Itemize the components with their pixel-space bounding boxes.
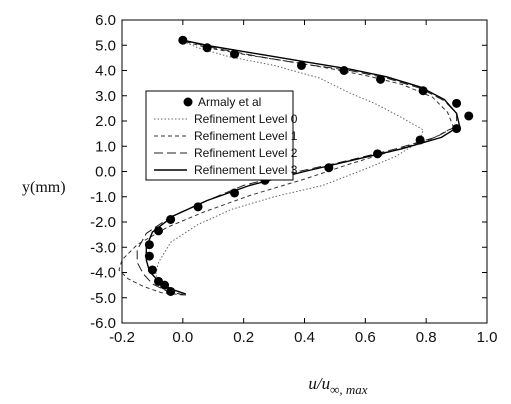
armaly-data-point: [144, 251, 154, 261]
y-tick-label: -2.0: [90, 214, 116, 231]
x-axis-label: u/u∞, max: [308, 374, 367, 397]
y-tick-label: -1.0: [90, 189, 116, 206]
armaly-data-point: [202, 43, 212, 53]
y-tick-label: 2.0: [95, 113, 116, 130]
series-line-short-dash: [118, 39, 455, 296]
armaly-data-point: [339, 66, 349, 75]
x-tick-label: 0.4: [294, 329, 315, 346]
armaly-data-point: [193, 202, 203, 212]
y-tick-label: -4.0: [90, 265, 116, 282]
legend-label-level-3: Refinement Level 3: [194, 163, 298, 177]
armaly-data-point: [166, 286, 176, 296]
y-tick-label: -5.0: [90, 290, 116, 307]
x-tick-label: 1.0: [477, 329, 498, 346]
armaly-data-point: [230, 49, 240, 59]
legend-label-armaly: Armaly et al: [198, 95, 261, 109]
armaly-data-point: [230, 188, 240, 198]
armaly-data-point: [415, 135, 425, 145]
axis-ticks: -6.0 -5.0 -4.0 -3.0 -2.0 -1.0 0.0 1.0 2.0 3.0 4.0 5…: [90, 12, 497, 346]
x-tick-label: 0.6: [355, 329, 376, 346]
legend-marker-armaly: [183, 97, 193, 107]
legend: Armaly et al Refinement Level 0 Refineme…: [145, 90, 298, 181]
armaly-data-point: [166, 214, 176, 224]
y-tick-label: -6.0: [90, 315, 116, 332]
armaly-data-point: [373, 149, 382, 159]
y-tick-label: 6.0: [95, 12, 116, 29]
y-axis-label: y(mm): [22, 179, 66, 196]
legend-label-level-2: Refinement Level 2: [194, 146, 298, 160]
x-tick-label: 0.2: [233, 329, 254, 346]
x-tick-label: -0.2: [109, 329, 135, 346]
armaly-data-point: [147, 265, 157, 275]
armaly-data-point: [418, 86, 428, 96]
x-axis-label-main: u/u: [308, 374, 330, 393]
y-tick-label: -3.0: [90, 239, 116, 256]
legend-label-level-0: Refinement Level 0: [194, 112, 298, 126]
x-tick-label: 0.8: [416, 329, 437, 346]
y-tick-label: 4.0: [95, 63, 116, 80]
y-tick-label: 0.0: [95, 164, 116, 181]
x-tick-label: 0.0: [172, 329, 193, 346]
data-markers: [144, 35, 474, 296]
armaly-data-point: [452, 124, 462, 134]
armaly-data-point: [464, 111, 474, 121]
y-tick-label: 3.0: [95, 88, 116, 105]
armaly-data-point: [324, 163, 334, 173]
legend-label-level-1: Refinement Level 1: [194, 129, 298, 143]
armaly-data-point: [296, 60, 306, 70]
armaly-data-point: [160, 280, 170, 290]
armaly-data-point: [154, 226, 163, 236]
armaly-data-point: [376, 74, 386, 84]
y-tick-label: 1.0: [95, 138, 116, 155]
armaly-data-point: [452, 98, 462, 108]
armaly-data-point: [178, 35, 188, 45]
armaly-data-point: [144, 240, 154, 250]
x-axis-label-subscript: ∞, max: [330, 382, 368, 397]
y-tick-label: 5.0: [95, 37, 116, 54]
